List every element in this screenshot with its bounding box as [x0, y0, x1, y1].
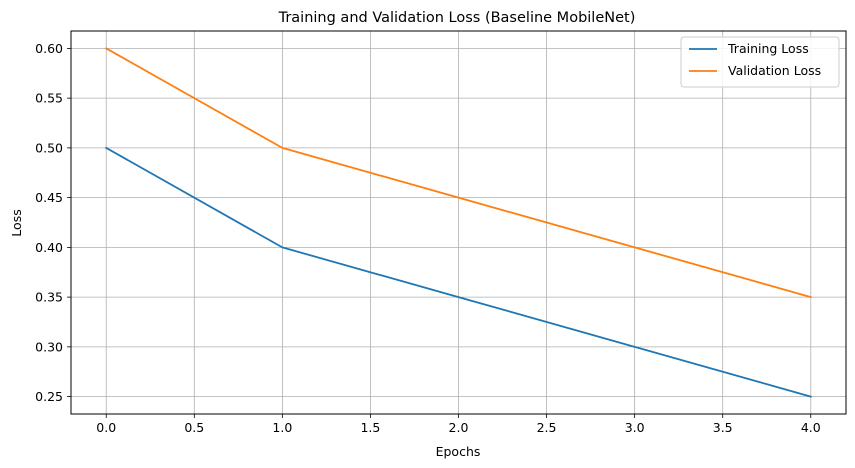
plot-frame: [70, 30, 847, 415]
legend-label-training: Training Loss: [727, 41, 809, 56]
series-lines: [105, 47, 812, 398]
x-tick-label: 1.0: [272, 420, 292, 435]
validation-loss-line: [105, 47, 812, 299]
x-tick-label: 4.0: [801, 420, 821, 435]
y-tick-label: 0.50: [35, 140, 63, 155]
y-tick-label: 0.35: [35, 290, 63, 305]
grid: [71, 31, 846, 414]
legend-box: [680, 36, 840, 88]
y-tick-label: 0.60: [35, 41, 63, 56]
y-tick-label: 0.40: [35, 240, 63, 255]
x-tick-label: 2.0: [449, 420, 469, 435]
training-loss-line: [105, 146, 812, 398]
chart-title: Training and Validation Loss (Baseline M…: [278, 10, 636, 26]
x-tick-label: 1.5: [360, 420, 380, 435]
x-axis-label: Epochs: [436, 444, 481, 459]
x-tick-label: 3.0: [625, 420, 645, 435]
y-tick-label: 0.25: [35, 389, 63, 404]
legend: Training Loss Validation Loss: [680, 36, 840, 88]
y-tick-label: 0.45: [35, 190, 63, 205]
y-axis-label: Loss: [9, 209, 24, 236]
y-tick-label: 0.30: [35, 339, 63, 354]
x-tick-label: 2.5: [537, 420, 557, 435]
x-tick-label: 3.5: [713, 420, 733, 435]
x-tick-label: 0.5: [184, 420, 204, 435]
y-tick-label: 0.55: [35, 91, 63, 106]
x-tick-label: 0.0: [96, 420, 116, 435]
ticks: 0.0 0.5 1.0 1.5 2.0 2.5 3.0 3.5 4.0 0.25 0.30 0.35 0…: [35, 41, 821, 435]
legend-label-validation: Validation Loss: [728, 63, 821, 78]
